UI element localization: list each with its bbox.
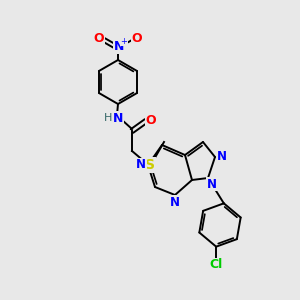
Text: +: + [121, 37, 128, 46]
Text: N: N [114, 40, 124, 53]
Text: N: N [170, 196, 180, 208]
Text: O: O [132, 32, 142, 46]
Text: O: O [146, 113, 156, 127]
Text: N: N [113, 112, 123, 124]
Text: S: S [145, 158, 155, 172]
Text: N: N [217, 151, 227, 164]
Text: H: H [104, 113, 112, 123]
Text: N: N [207, 178, 217, 190]
Text: O: O [94, 32, 104, 46]
Text: Cl: Cl [210, 258, 223, 271]
Text: N: N [136, 158, 146, 172]
